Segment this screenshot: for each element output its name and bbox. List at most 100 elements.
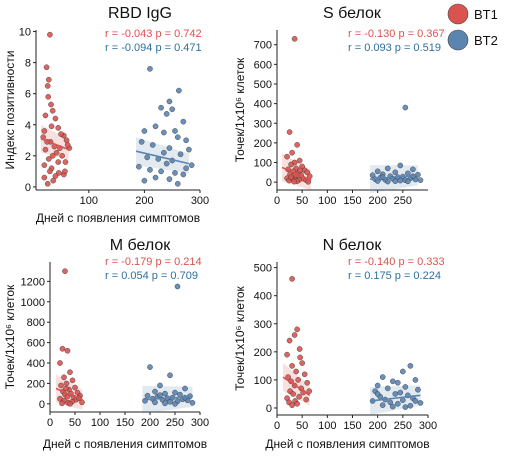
data-point-bt2 (172, 170, 178, 176)
data-point-bt2 (374, 391, 381, 397)
data-point-bt2 (172, 128, 178, 134)
data-point-bt2 (152, 174, 159, 181)
data-point-bt1 (291, 332, 298, 338)
data-point-bt2 (166, 98, 173, 105)
data-point-bt2 (186, 146, 192, 153)
x-tick-label: 200 (368, 420, 386, 432)
data-point-bt1 (48, 101, 54, 108)
y-tick-label: 100 (254, 158, 272, 170)
y-tick-label: 6 (25, 89, 31, 101)
chart-panel-1: RBD IgG 100 200 300 0 2 4 6 8 10 Дней с появления … (3, 5, 209, 225)
data-point-bt1 (42, 112, 49, 119)
trend-line-bt2 (142, 395, 193, 401)
data-point-bt1 (42, 146, 49, 153)
data-point-bt1 (55, 159, 62, 165)
legend-label-bt1: BT1 (474, 7, 498, 22)
data-point-bt2 (374, 382, 381, 389)
y-tick-label: 200 (254, 138, 272, 150)
data-point-bt1 (291, 178, 297, 185)
data-point-bt1 (288, 161, 294, 168)
data-point-bt1 (58, 382, 64, 389)
data-point-bt1 (49, 107, 56, 114)
data-point-bt1 (297, 354, 303, 361)
data-point-bt2 (394, 400, 401, 407)
y-tick-label: 1200 (21, 276, 45, 288)
data-point-bt2 (405, 178, 411, 185)
data-point-bt1 (296, 393, 302, 400)
data-point-bt1 (301, 371, 308, 378)
data-point-bt2 (166, 176, 173, 182)
x-tick-label: 300 (191, 417, 209, 429)
data-point-bt2 (162, 400, 168, 407)
stat-bt1: r = -0.043 p = 0.742 (105, 28, 202, 40)
x-tick-label: 300 (419, 420, 437, 432)
data-point-bt2 (144, 154, 150, 161)
data-point-bt2 (369, 172, 376, 179)
data-point-bt2 (136, 163, 142, 170)
data-point-bt2 (176, 87, 182, 94)
data-point-bt1 (63, 137, 70, 144)
data-point-bt1 (41, 128, 48, 134)
y-tick-label: 200 (27, 378, 45, 390)
data-point-bt1 (53, 149, 60, 156)
stat-bt2: r = -0.094 p = 0.471 (105, 42, 202, 54)
y-tick-label: 600 (254, 59, 272, 71)
x-tick-label: 50 (69, 417, 81, 429)
data-point-bt1 (293, 368, 299, 375)
data-point-bt1 (296, 346, 303, 352)
trend-line-bt1 (40, 137, 70, 151)
data-point-bt2 (392, 169, 399, 176)
data-point-bt2 (384, 165, 391, 172)
y-tick-label: 0 (266, 177, 272, 189)
data-point-bt1 (59, 400, 65, 407)
trend-line-bt2 (370, 394, 421, 402)
data-point-bt2 (415, 386, 421, 393)
trend-line-bt2 (370, 174, 418, 180)
data-point-bt1 (304, 169, 311, 176)
y-tick-label: 0 (39, 399, 45, 411)
data-point-bt2 (141, 128, 148, 134)
data-point-bt2 (177, 391, 183, 398)
panel-title: M белок (110, 237, 172, 254)
data-point-bt2 (189, 400, 196, 406)
data-point-bt2 (163, 111, 170, 117)
data-point-bt2 (407, 363, 414, 369)
legend-label-bt2: BT2 (474, 33, 498, 48)
data-point-bt1 (41, 174, 48, 181)
data-point-bt2 (384, 385, 391, 392)
x-tick-label: 0 (274, 195, 280, 207)
y-tick-label: 500 (254, 79, 272, 91)
data-point-bt2 (397, 177, 404, 184)
x-tick-label: 150 (116, 417, 134, 429)
data-point-bt2 (392, 178, 399, 184)
data-point-bt2 (379, 374, 386, 380)
data-point-bt1 (45, 76, 52, 83)
data-point-bt1 (45, 156, 52, 162)
stat-bt2: r = 0.175 p = 0.224 (348, 270, 441, 282)
stat-bt2: r = 0.093 p = 0.519 (348, 42, 441, 54)
data-point-bt1 (62, 268, 68, 274)
data-point-bt2 (417, 400, 424, 406)
data-point-bt1 (306, 388, 313, 394)
data-point-bt2 (180, 171, 187, 178)
data-point-bt2 (183, 165, 189, 172)
data-point-bt1 (295, 377, 301, 383)
data-point-bt2 (152, 388, 158, 395)
y-tick-label: 0 (25, 182, 31, 194)
data-point-bt1 (52, 173, 59, 179)
data-point-bt1 (296, 157, 303, 164)
data-point-bt1 (304, 379, 311, 386)
data-point-bt1 (289, 402, 295, 408)
x-tick-label: 100 (91, 417, 109, 429)
x-tick-label: 50 (296, 420, 308, 432)
data-point-bt2 (394, 379, 401, 386)
y-tick-label: 600 (27, 338, 45, 350)
chart-panel-3: M белок 0 50 100 150 200 250 300 0 200 400 600 800 10… (3, 237, 209, 451)
data-point-bt1 (58, 131, 64, 137)
y-axis-label: Точек/1x10⁶ клеток (233, 285, 247, 390)
data-point-bt2 (387, 399, 394, 406)
x-tick-label: 0 (47, 417, 53, 429)
data-point-bt1 (45, 93, 52, 100)
y-axis-label: Точек/1x10⁶ клеток (233, 57, 247, 162)
data-point-bt2 (400, 368, 406, 375)
